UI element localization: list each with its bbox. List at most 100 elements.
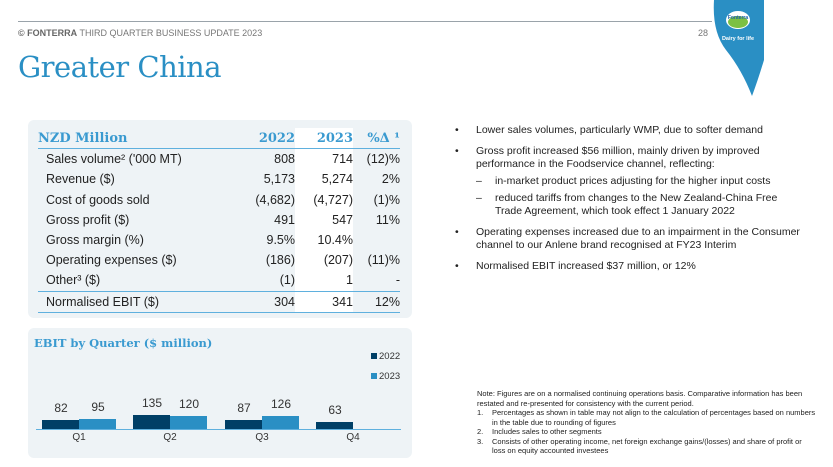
bullet-item: Operating expenses increased due to an i… [455,226,805,252]
legend-swatch [371,373,377,379]
bar-Q3-2022 [225,419,262,429]
table-row: Operating expenses ($) (186) (207) (11)% [38,250,400,271]
x-tick-label: Q4 [346,432,360,443]
data-label: 95 [91,400,105,415]
header-doc-title: THIRD QUARTER BUSINESS UPDATE 2023 [79,28,263,38]
bullet-item: Gross profit increased $56 million, main… [455,145,805,171]
header-2022: 2022 [223,128,295,150]
cell-y2022: 808 [274,152,295,167]
cell-y2023: (4,727) [295,189,353,210]
cell-y2023: (207) [295,250,353,271]
table-row: Normalised EBIT ($) 304 341 12% [38,290,400,313]
chart-title: EBIT by Quarter ($ million) [34,336,213,350]
legend-item-2023: 2023 [371,371,400,382]
table-row: Sales volume² ('000 MT) 808 714 (12)% [38,148,400,170]
cell-pct [353,230,400,250]
cell-y2023: 5,274 [295,169,353,190]
bullet-item: Lower sales volumes, particularly WMP, d… [455,124,805,137]
cell-y2023: 714 [295,148,353,170]
cell-pct: (11)% [367,253,400,268]
data-label: 63 [328,403,342,418]
ebit-chart-panel: EBIT by Quarter ($ million) 2022 2023 82… [28,328,412,458]
table-row: Gross margin (%) 9.5% 10.4% [38,229,400,251]
cell-y2023: 1 [295,270,353,291]
cell-y2022: 491 [274,212,295,227]
header-pct-change: %Δ ¹ [353,128,400,150]
cell-label: Revenue ($) [46,172,115,187]
legend-label: 2022 [379,351,401,362]
cell-label: Gross margin (%) [46,233,144,248]
header-brand: © FONTERRA [18,28,78,38]
cell-label: Other³ ($) [46,273,101,288]
table-header-row: NZD Million 2022 2023 %Δ ¹ [38,128,400,150]
bullet-item: in-market product prices adjusting for t… [455,175,805,188]
cell-pct: (1)% [373,192,400,207]
data-label: 120 [178,397,200,412]
bar-Q1-2022 [42,420,79,429]
financial-table: NZD Million 2022 2023 %Δ ¹ Sales volume²… [38,128,400,313]
svg-text:Fonterra: Fonterra [728,15,749,21]
bar-Q2-2023 [170,416,207,429]
bullet-item: reduced tariffs from changes to the New … [455,192,805,218]
footnote-text: Includes sales to other segments [492,427,602,436]
cell-y2023: 10.4% [295,229,353,251]
cell-pct: - [395,273,400,288]
cell-pct: (12)% [366,152,400,167]
cell-y2022: (1) [279,273,295,288]
data-label: 82 [54,401,68,416]
header-2023: 2023 [295,128,353,150]
page-number: 28 [698,28,709,38]
page-title: Greater China [18,50,222,84]
cell-label: Sales volume² ('000 MT) [46,152,182,167]
cell-pct: 12% [353,290,400,313]
cell-y2022: 9.5% [266,233,296,248]
cell-label: Operating expenses ($) [46,253,177,268]
legend-swatch [371,353,377,359]
note-intro: Note: Figures are on a normalised contin… [477,389,803,408]
bar-Q3-2023 [262,415,299,429]
legend-label: 2023 [379,371,401,382]
cell-y2022: (186) [265,253,295,268]
footnote-text: Percentages as shown in table may not al… [492,408,816,427]
header-label: NZD Million [38,128,223,150]
x-tick-label: Q3 [255,432,269,443]
table-row: Cost of goods sold (4,682) (4,727) (1)% [38,189,400,210]
footnotes: Note: Figures are on a normalised contin… [477,389,817,456]
table-row: Gross profit ($) 491 547 11% [38,209,400,230]
data-label: 135 [141,395,163,410]
cell-y2022: 5,173 [263,172,295,187]
bar-Q1-2023 [79,419,116,429]
cell-label: Cost of goods sold [46,192,150,207]
cell-y2023: 547 [295,209,353,230]
cell-y2023: 341 [295,290,353,313]
cell-pct: 11% [375,212,400,227]
x-tick-label: Q2 [163,432,177,443]
table-row: Revenue ($) 5,173 5,274 2% [38,169,400,190]
cell-y2022: (4,682) [255,192,295,207]
legend-item-2022: 2022 [371,351,400,362]
footnote-number: 1. [477,408,484,417]
chart-baseline [36,429,401,430]
footnote-item: 3. Consists of other operating income, ne… [477,437,817,456]
bullet-item: Normalised EBIT increased $37 million, o… [455,260,805,273]
cell-pct: 2% [381,172,400,187]
table-row: Other³ ($) (1) 1 - [38,270,400,291]
fonterra-logo: Fonterra Dairy for life [713,0,764,96]
cell-label: Gross profit ($) [46,212,130,227]
footnote-number: 2. [477,427,484,436]
footnote-number: 3. [477,436,484,446]
cell-y2022: 304 [223,290,295,313]
cell-label: Normalised EBIT ($) [38,290,223,313]
data-label: 87 [237,400,251,415]
footnote-text: Consists of other operating income, net … [492,436,802,456]
header-text: © FONTERRA THIRD QUARTER BUSINESS UPDATE… [18,28,262,38]
footnote-item: 2. Includes sales to other segments [477,427,817,437]
svg-text:Dairy for life: Dairy for life [722,36,754,42]
footnote-item: 1. Percentages as shown in table may not … [477,408,817,427]
data-label: 126 [270,396,292,411]
x-tick-label: Q1 [72,432,86,443]
bar-Q2-2022 [133,414,170,429]
financial-table-panel: NZD Million 2022 2023 %Δ ¹ Sales volume²… [28,120,412,318]
header-rule [18,21,712,22]
bar-Q4-2022 [316,422,353,429]
